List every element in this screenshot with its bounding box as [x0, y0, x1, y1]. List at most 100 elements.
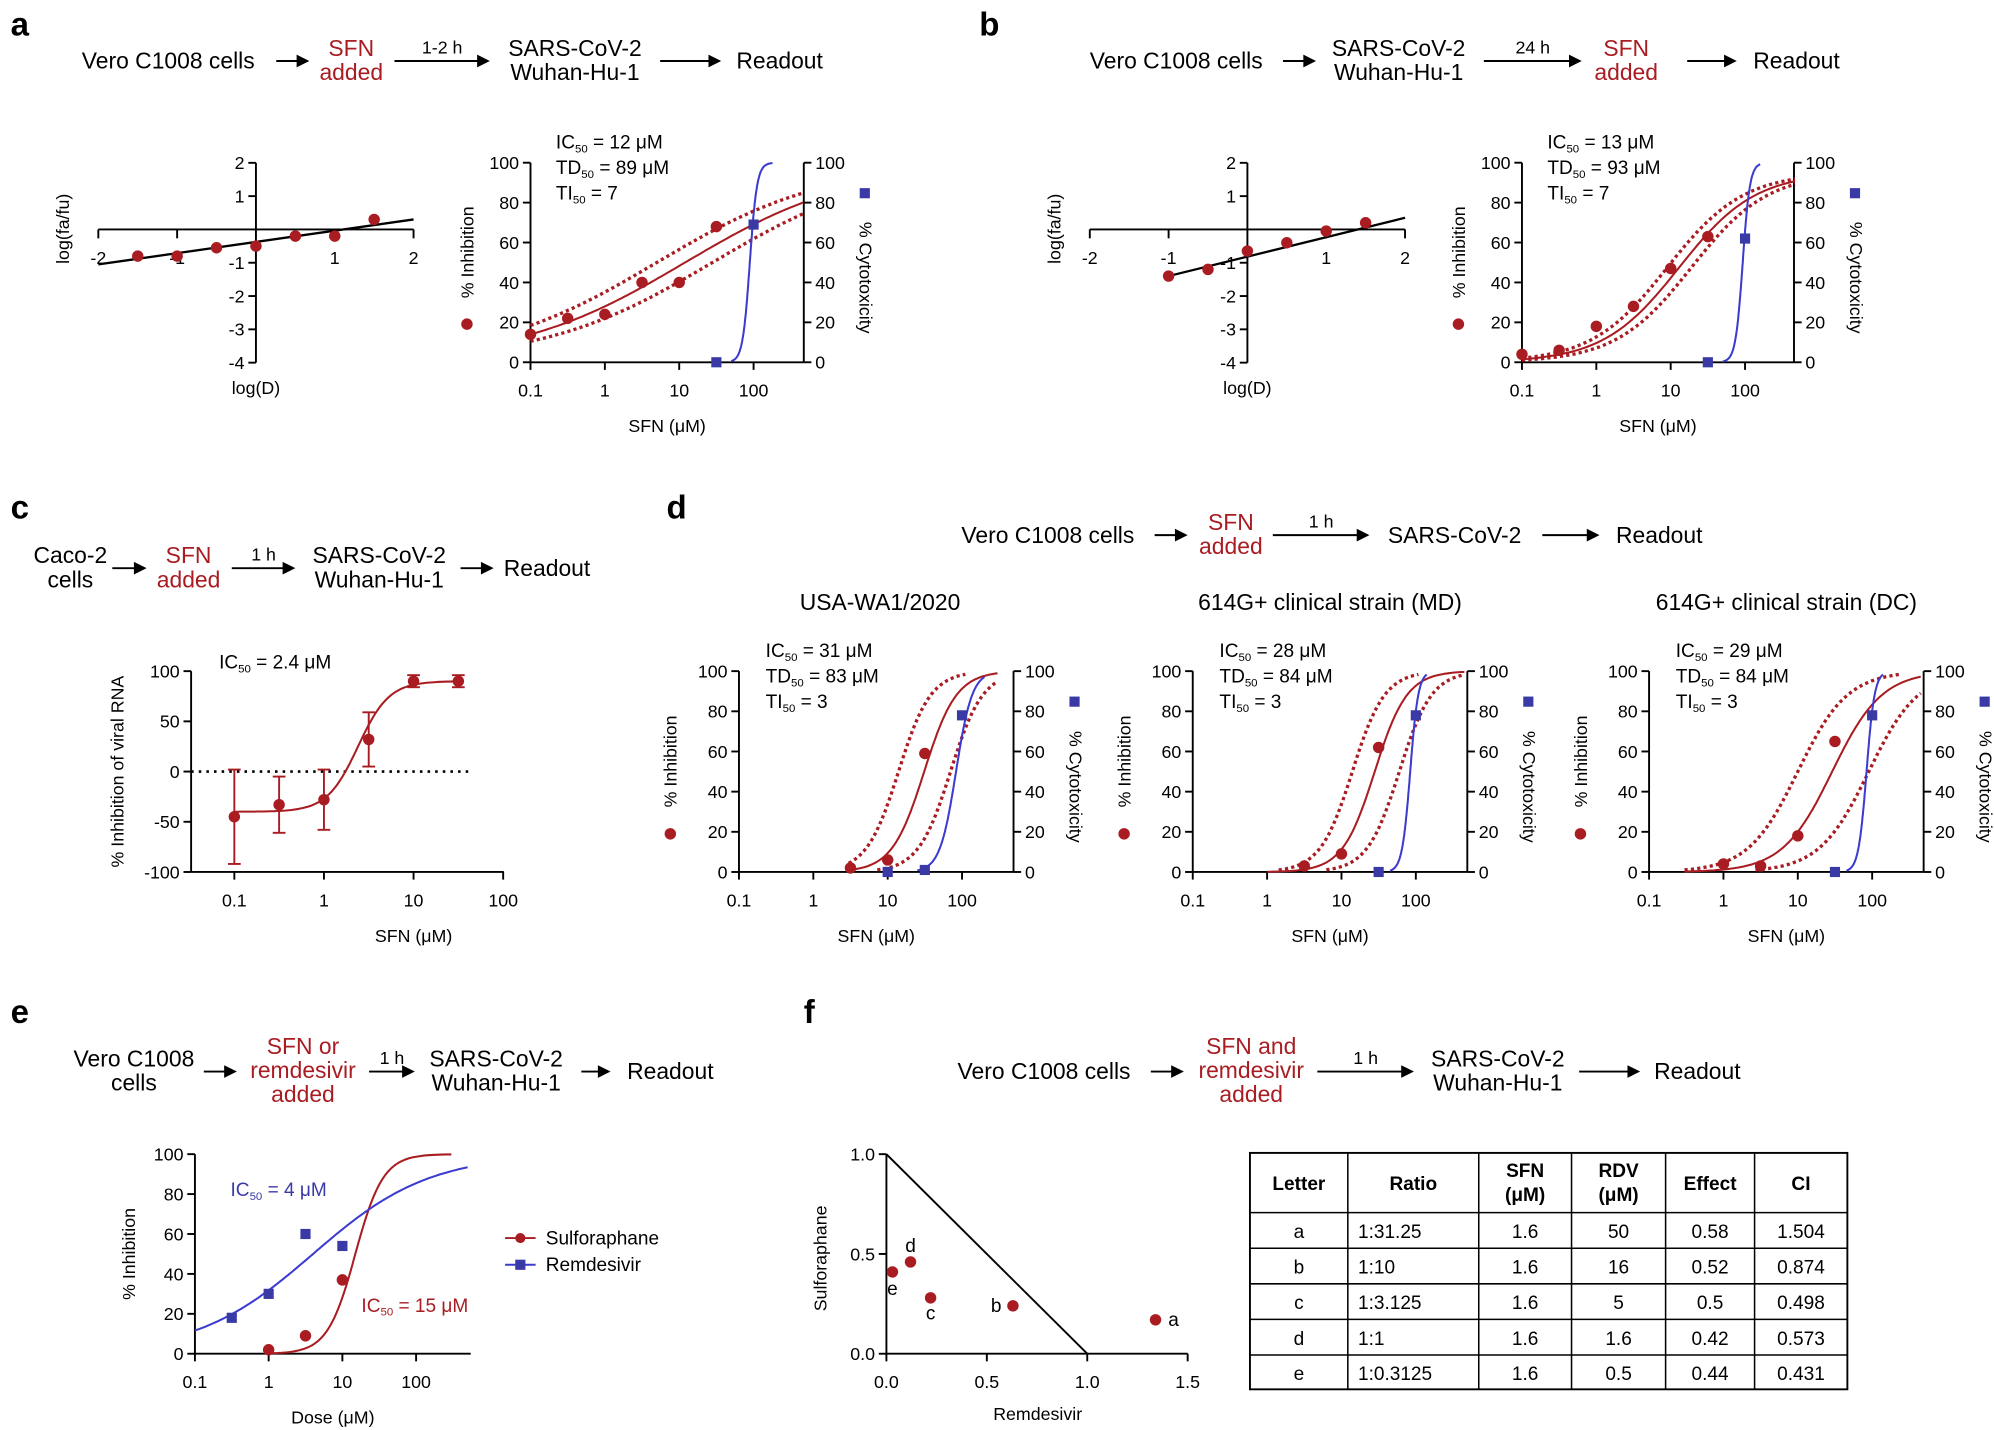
annotation-label: IC: [556, 133, 575, 154]
table-cell: 1.6: [1512, 1329, 1538, 1350]
data-point: [636, 276, 648, 289]
annotation-subscript: 50: [1245, 677, 1258, 689]
annotation-value: = 13 μM: [1579, 133, 1654, 154]
data-point: [1754, 860, 1767, 872]
y-axis-label: % Inhibition: [661, 715, 681, 807]
workflow-step-text: Readout: [627, 1058, 714, 1084]
y-axis-label: % Inhibition: [1114, 715, 1134, 807]
x-tick-label: 0.1: [518, 381, 543, 401]
table-cell: 1:10: [1358, 1258, 1395, 1279]
y2-tick-label: 60: [1935, 742, 1955, 762]
x-tick-label: 1: [1262, 890, 1272, 910]
workflow-step-text: cells: [47, 566, 93, 592]
x-tick-label: 1: [808, 890, 818, 910]
workflow-step-text: SARS-CoV-2: [508, 35, 642, 61]
data-point: [299, 1330, 312, 1342]
x-tick-label: 1: [319, 890, 329, 910]
x-tick-label: 100: [1857, 890, 1887, 910]
workflow-step-text: Vero C1008: [74, 1045, 195, 1071]
annotation-value: = 31 μM: [797, 641, 872, 662]
legend-marker: [515, 1232, 526, 1244]
data-point: [886, 1266, 899, 1278]
y-tick-label: 1: [235, 186, 245, 206]
workflow-step-text: Caco-2: [33, 542, 107, 568]
arrowhead-icon: [477, 54, 490, 68]
table-cell: 1:0.3125: [1358, 1364, 1432, 1385]
x-tick-label: 100: [1730, 381, 1760, 401]
fit-curve: [234, 680, 459, 813]
workflow-step-text: cells: [111, 1070, 157, 1096]
workflow-step-text: SARS-CoV-2: [1332, 35, 1466, 61]
annotation-subscript: 50: [1701, 677, 1714, 689]
y-tick-label: 20: [708, 822, 728, 842]
annotation-subscript: 50: [1236, 703, 1249, 715]
annotation-subscript: 50: [250, 1191, 263, 1203]
cytotoxicity-legend-square-icon: [859, 188, 870, 199]
arrowhead-icon: [1303, 54, 1317, 68]
point-label: d: [905, 1236, 916, 1257]
confidence-band: [877, 680, 999, 872]
y2-tick-label: 60: [815, 233, 835, 253]
fit-annotation: TD50 = 84 μM: [1676, 667, 1789, 690]
arrowhead-icon: [224, 1065, 237, 1078]
y2-tick-label: 80: [1935, 702, 1955, 722]
y-tick-label: 20: [1162, 822, 1182, 842]
workflow-step-text: remdesivir: [1198, 1057, 1304, 1083]
data-point: [919, 747, 931, 760]
workflow-arrow-label: 1-2 h: [422, 37, 463, 57]
x-tick-label: 1: [1718, 890, 1728, 910]
y-tick-label: 100: [1481, 153, 1511, 173]
data-point-square: [919, 864, 930, 876]
chart-e-sfn-vs-remdesivir: 0 20 40 60 80 100 0.1 1 10 100 Dose (μM) % Inhibiti…: [119, 1145, 659, 1428]
annotation-label: TD: [766, 667, 791, 688]
table-cell: d: [1294, 1329, 1305, 1350]
fit-annotation: TI50 = 3: [766, 692, 828, 715]
workflow-step-text: Wuhan-Hu-1: [1433, 1070, 1562, 1096]
data-point-square: [956, 710, 968, 721]
y2-tick-label: 40: [1025, 782, 1045, 802]
y-tick-label: 40: [164, 1264, 184, 1284]
annotation-label: TI: [1547, 184, 1564, 205]
y-tick-label: 0: [1501, 353, 1511, 373]
data-point: [710, 220, 723, 233]
y-tick-label: 20: [164, 1304, 184, 1324]
arrowhead-icon: [1401, 1065, 1414, 1078]
workflow-step-text: SFN or: [267, 1033, 340, 1059]
workflow-step-text: SARS-CoV-2: [1388, 522, 1522, 548]
y-axis-label: % Inhibition: [1571, 715, 1591, 807]
y-tick-label: 20: [499, 313, 519, 333]
annotation-label: TI: [1219, 692, 1236, 713]
table-cell: 0.573: [1777, 1329, 1825, 1350]
legend-marker: [515, 1259, 526, 1270]
table-cell: 50: [1608, 1222, 1629, 1243]
y-axis-label: % Inhibition of viral RNA: [108, 676, 128, 868]
fit-curve: [268, 1153, 452, 1355]
table-cell: 0.42: [1692, 1329, 1729, 1350]
y-axis-label: % Inhibition: [1449, 206, 1469, 298]
x-tick-label: 1: [264, 1372, 274, 1392]
annotation-subscript: 50: [783, 703, 796, 715]
data-point-square: [337, 1240, 348, 1252]
y-axis-label: log(fa/fu): [53, 194, 73, 264]
annotation-label: IC: [1676, 641, 1695, 662]
table-cell: 0.52: [1692, 1258, 1729, 1279]
y-tick-label: 80: [1618, 702, 1638, 722]
data-point: [561, 312, 574, 325]
table-header: CI: [1791, 1174, 1810, 1195]
data-point: [363, 733, 375, 746]
confidence-band: [1755, 691, 1922, 872]
annotation-label: TD: [1676, 667, 1701, 688]
fit-curve: [1846, 673, 1884, 872]
x-axis-label: SFN (μM): [1619, 416, 1696, 436]
y2-tick-label: 100: [1805, 153, 1835, 173]
data-point-square: [711, 357, 722, 368]
annotation-subscript: 50: [1564, 194, 1577, 206]
arrowhead-icon: [282, 561, 296, 575]
y-tick-label: -4: [1220, 353, 1236, 373]
x-tick-label: 0.1: [1637, 890, 1662, 910]
annotation-value: = 7: [1577, 184, 1609, 205]
fit-annotation: TD50 = 89 μM: [556, 158, 669, 181]
y2-axis-label: % Cytotoxicity: [1846, 222, 1866, 334]
